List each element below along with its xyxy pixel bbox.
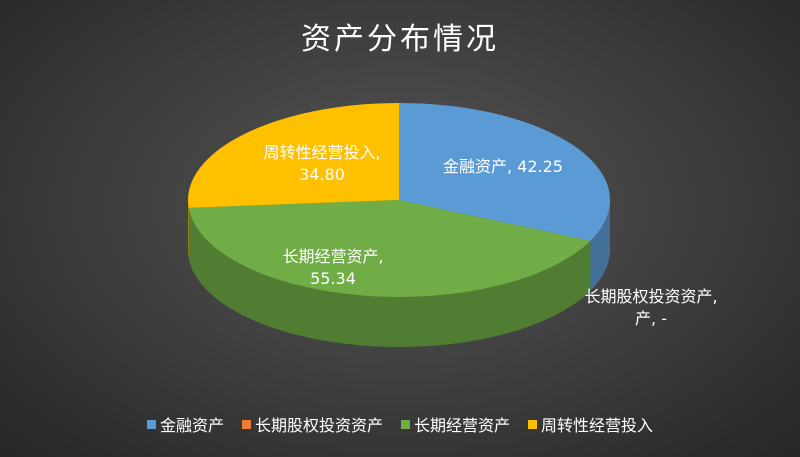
pie-slice: [188, 200, 591, 298]
pie-sides: [188, 200, 610, 347]
legend-swatch: [241, 419, 251, 429]
data-label: 产, -: [635, 309, 667, 328]
legend-label: 金融资产: [159, 416, 224, 435]
chart-title: 资产分布情况: [301, 22, 499, 57]
pie-slice-side: [590, 200, 610, 291]
data-label: 周转性经营投入,: [263, 143, 380, 162]
pie-slice-side: [188, 200, 189, 258]
data-labels: 金融资产, 42.25 长期股权投资资产, 产, - 长期经营资产, 55.34 周转性经…: [263, 143, 717, 328]
data-label: 55.34: [310, 269, 356, 288]
pie-slice: [188, 103, 399, 208]
legend: 金融资产 长期股权投资资产 长期经营资产 周转性经营投入: [0, 412, 800, 436]
pie-tops: [188, 103, 610, 298]
legend-swatch: [528, 419, 538, 429]
data-label: 34.80: [299, 165, 345, 184]
data-label: 金融资产, 42.25: [443, 157, 563, 176]
legend-swatch: [401, 419, 410, 429]
data-label: 长期股权投资资产,: [584, 287, 717, 306]
pie-slice: [399, 103, 610, 241]
legend-item-long-term-operating: 长期经营资产: [401, 412, 510, 436]
legend-item-working-capital: 周转性经营投入: [528, 412, 653, 436]
legend-label: 周转性经营投入: [541, 416, 654, 435]
legend-item-financial-assets: 金融资产: [146, 412, 224, 436]
pie-slice-side: [188, 207, 591, 347]
data-label: 长期经营资产,: [282, 247, 383, 266]
legend-label: 长期经营资产: [414, 416, 511, 435]
legend-label: 长期股权投资资产: [254, 416, 383, 435]
legend-swatch: [146, 419, 156, 429]
legend-item-long-term-equity: 长期股权投资资产: [241, 412, 383, 436]
